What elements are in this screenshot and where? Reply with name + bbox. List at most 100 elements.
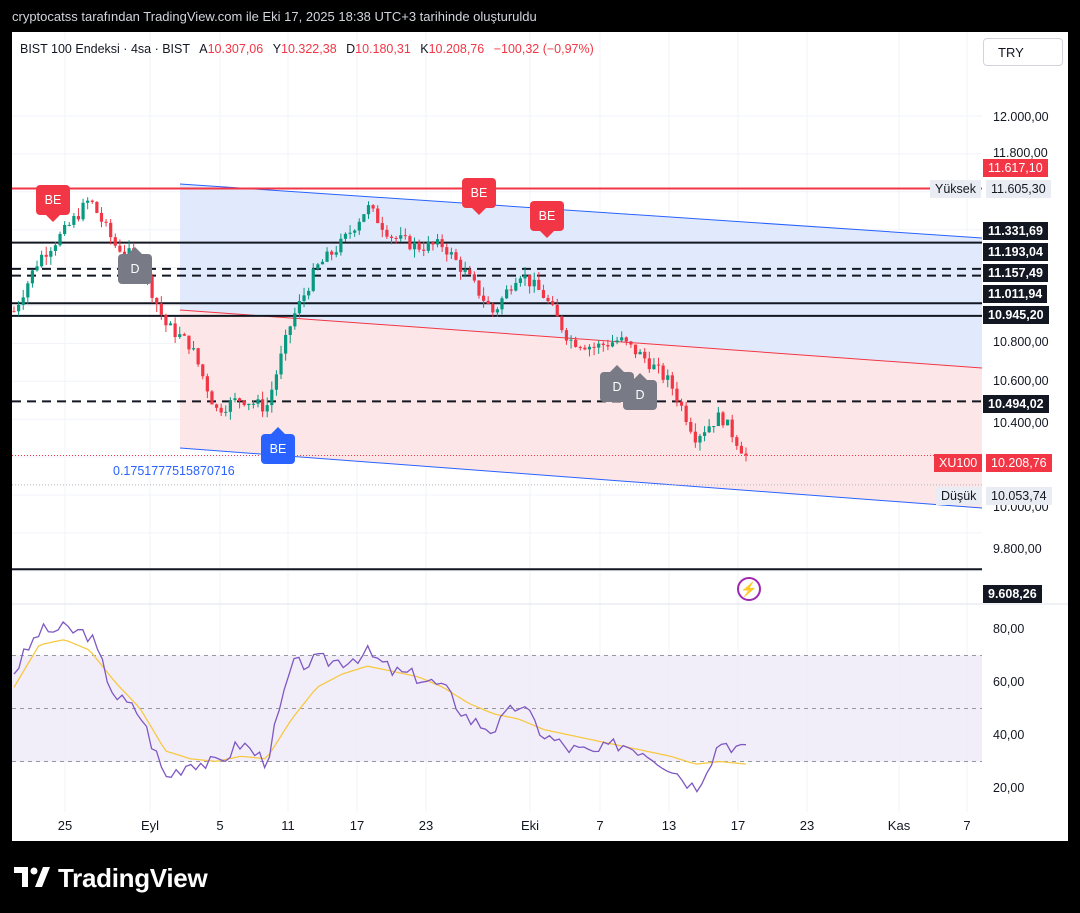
candle-body	[707, 426, 711, 433]
candle-body	[647, 358, 651, 370]
candle-body	[109, 222, 113, 238]
candle-body	[477, 280, 481, 296]
candle-body	[343, 233, 348, 239]
signal-badge-be[interactable]: BE	[36, 185, 70, 222]
candle-body	[546, 297, 550, 302]
low-marker-name: Düşük	[936, 487, 982, 505]
candle-body	[481, 295, 486, 301]
low-label: D	[346, 42, 356, 56]
footer-bar: TradingView	[0, 841, 1080, 913]
price-tick: 10.600,00	[993, 374, 1049, 388]
candle-body	[514, 282, 518, 291]
candle-body	[228, 400, 232, 412]
level-tag: 11.011,94	[983, 285, 1048, 303]
signal-badge-be[interactable]: BE	[462, 178, 496, 215]
rsi-tick: 20,00	[993, 781, 1025, 795]
candle-body	[721, 412, 725, 426]
candle-body	[122, 251, 127, 255]
candle-body	[445, 247, 449, 255]
candle-body	[541, 289, 546, 298]
signal-badge-be[interactable]: BE	[530, 201, 564, 238]
candle-body	[528, 275, 532, 287]
level-tag: 10.494,02	[983, 395, 1049, 413]
close-value: 10.208,76	[428, 42, 485, 56]
candle-body	[366, 205, 371, 215]
candle-body	[187, 335, 191, 350]
open-label: A	[199, 42, 208, 56]
symbol-title[interactable]: BIST 100 Endeksi · 4sa · BIST	[20, 42, 190, 56]
candle-body	[376, 208, 380, 224]
signal-badge-be[interactable]: BE	[261, 427, 295, 464]
candle-body	[320, 261, 325, 265]
candle-body	[652, 364, 656, 370]
candle-body	[532, 279, 536, 287]
candle-body	[408, 236, 412, 250]
candle-body	[40, 254, 44, 267]
candle-body	[348, 232, 352, 234]
candle-body	[698, 435, 702, 443]
candle-body	[284, 334, 288, 354]
channel-mid-line	[179, 309, 983, 369]
currency-button[interactable]: TRY	[983, 38, 1063, 66]
candle-body	[633, 344, 638, 355]
candle-body	[684, 405, 688, 422]
chart-canvas[interactable]	[12, 32, 1068, 841]
candle-body	[63, 224, 67, 234]
candle-body	[518, 278, 523, 283]
candle-body	[422, 249, 426, 251]
candle-body	[569, 339, 573, 341]
signal-badge-d[interactable]: D	[623, 373, 657, 410]
time-tick: 17	[730, 818, 746, 833]
candle-body	[270, 389, 274, 406]
candle-body	[242, 400, 246, 406]
candle-body	[58, 233, 62, 246]
candle-body	[150, 276, 154, 298]
level-tag: 10.945,20	[983, 306, 1049, 324]
price-tick: 10.400,00	[993, 416, 1049, 430]
candle-body	[730, 419, 734, 438]
candle-body	[104, 221, 108, 223]
candle-body	[385, 229, 389, 237]
rsi-tick: 60,00	[993, 675, 1025, 689]
tradingview-brand[interactable]: TradingView	[58, 863, 208, 893]
chart-panel[interactable]: BIST 100 Endeksi · 4sa · BIST A10.307,06…	[12, 32, 1068, 841]
time-tick: 25	[57, 818, 73, 833]
close-label: K	[420, 42, 429, 56]
candle-body	[403, 235, 407, 237]
candle-body	[509, 289, 513, 291]
candle-body	[486, 300, 490, 304]
last-price-symbol: XU100	[934, 454, 983, 472]
candle-body	[81, 202, 85, 220]
candle-body	[666, 375, 670, 380]
candle-body	[182, 334, 186, 336]
candle-body	[670, 375, 674, 389]
candle-body	[610, 342, 615, 347]
lightning-icon[interactable]: ⚡	[737, 577, 761, 601]
fib-ratio-label: 0.1751777515870716	[113, 464, 235, 478]
attribution-bar: cryptocatss tarafından TradingView.com i…	[0, 0, 1080, 32]
candle-body	[357, 221, 361, 231]
candle-body	[330, 251, 334, 255]
candle-body	[435, 239, 440, 245]
candle-body	[224, 411, 228, 413]
candle-body	[90, 200, 94, 202]
candle-body	[426, 242, 430, 251]
candle-body	[288, 326, 292, 335]
candle-body	[394, 238, 398, 240]
time-tick: Eyl	[140, 818, 160, 833]
candle-body	[679, 401, 684, 406]
candle-body	[629, 341, 633, 345]
candle-body	[44, 254, 48, 257]
candle-body	[67, 224, 71, 226]
candle-body	[247, 403, 251, 406]
candle-body	[597, 343, 601, 348]
candle-body	[656, 364, 661, 366]
candle-body	[523, 275, 527, 279]
candle-body	[279, 353, 283, 375]
candle-body	[735, 437, 739, 446]
price-tick: 12.000,00	[993, 110, 1049, 124]
high-value: 10.322,38	[281, 42, 337, 56]
signal-badge-d[interactable]: D	[118, 247, 152, 284]
candle-body	[495, 309, 499, 313]
time-tick: 23	[418, 818, 434, 833]
